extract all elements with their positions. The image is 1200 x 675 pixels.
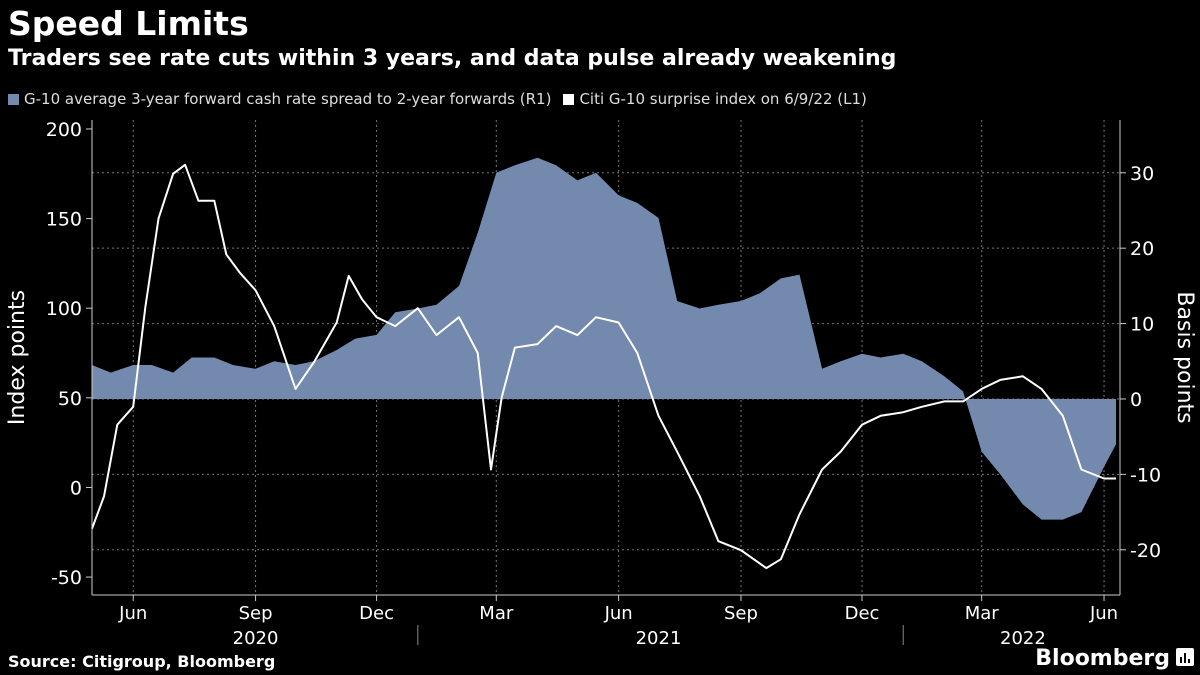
left-tick-label: 0 [70, 477, 82, 499]
left-tick-label: 50 [58, 388, 82, 410]
left-tick-label: 150 [46, 209, 82, 231]
x-tick-label: Jun [604, 603, 633, 624]
x-year-label: 2022 [1000, 628, 1046, 649]
x-year-label: 2021 [636, 628, 682, 649]
right-tick-label: 20 [1130, 238, 1154, 260]
legend-label-spread: G-10 average 3-year forward cash rate sp… [24, 90, 552, 108]
right-tick-label: 0 [1130, 389, 1142, 411]
x-tick-label: Dec [845, 603, 880, 624]
x-tick-label: Jun [1089, 603, 1118, 624]
x-tick-label: Sep [239, 603, 273, 624]
brand-logo: Bloomberg [1035, 646, 1170, 671]
x-tick-label: Mar [479, 603, 514, 624]
bloomberg-terminal-icon [1176, 648, 1194, 666]
chart-subtitle: Traders see rate cuts within 3 years, an… [8, 46, 897, 71]
legend-label-surprise-index: Citi G-10 surprise index on 6/9/22 (L1) [579, 90, 867, 108]
chart-legend: G-10 average 3-year forward cash rate sp… [8, 90, 879, 108]
legend-item-surprise-index: Citi G-10 surprise index on 6/9/22 (L1) [563, 90, 867, 108]
x-tick-label: Dec [359, 603, 394, 624]
x-tick-label: Sep [724, 603, 758, 624]
left-tick-label: -50 [51, 567, 82, 589]
right-axis-title: Basis points [1172, 291, 1197, 423]
legend-swatch-line-icon [563, 93, 575, 105]
legend-item-spread: G-10 average 3-year forward cash rate sp… [8, 90, 551, 108]
surprise-index-line [91, 163, 1116, 570]
chart-title: Speed Limits [8, 4, 249, 43]
left-tick-label: 100 [46, 298, 82, 320]
spread-area-series [92, 157, 1117, 520]
right-tick-label: 10 [1130, 314, 1154, 336]
left-tick-label: 200 [46, 119, 82, 141]
x-tick-label: Mar [965, 603, 1000, 624]
left-axis-title: Index points [5, 290, 30, 425]
legend-swatch-area-icon [8, 93, 19, 105]
x-year-label: 2020 [233, 628, 279, 649]
right-tick-label: -20 [1130, 540, 1161, 562]
x-tick-label: Jun [118, 603, 147, 624]
right-tick-label: -10 [1130, 464, 1161, 486]
source-note: Source: Citigroup, Bloomberg [8, 652, 276, 671]
right-tick-label: 30 [1130, 163, 1154, 185]
